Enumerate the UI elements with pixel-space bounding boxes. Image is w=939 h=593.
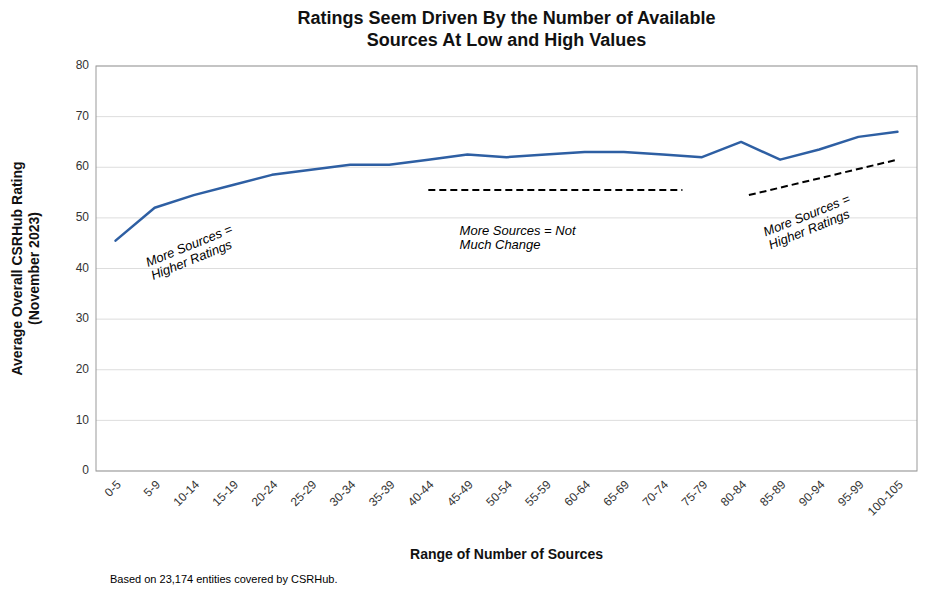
y-tick-label: 60 xyxy=(76,159,90,173)
x-tick-label: 20-24 xyxy=(249,477,281,509)
chart: 0 10 20 30 40 50 60 70 80 0-5 5-9 10-1415-1920-2425… xyxy=(0,0,939,593)
plot-area xyxy=(116,132,898,241)
x-tick-label: 90-94 xyxy=(796,477,828,509)
x-tick-label: 25-29 xyxy=(288,477,320,509)
x-tick-label: 95-99 xyxy=(835,477,867,509)
annotation: More Sources = NotMuch Change xyxy=(460,223,577,252)
y-tick-label: 70 xyxy=(76,109,90,123)
y-tick-label: 10 xyxy=(76,413,90,427)
x-tick-label: 45-49 xyxy=(444,477,476,509)
x-tick-label: 30-34 xyxy=(327,477,359,509)
annotations: More Sources =Higher Ratings More Sources… xyxy=(143,191,857,283)
annotation: More Sources =Higher Ratings xyxy=(143,221,240,283)
grid xyxy=(96,66,917,471)
y-tick-label: 50 xyxy=(76,210,90,224)
y-tick-label: 80 xyxy=(76,58,90,72)
x-ticks: 0-5 5-9 10-1415-1920-2425-2930-3435-3940-4… xyxy=(102,477,906,518)
x-tick-label: 10-14 xyxy=(170,477,202,509)
y-tick-label: 40 xyxy=(76,261,90,275)
y-tick-label: 30 xyxy=(76,311,90,325)
x-tick-label: 75-79 xyxy=(679,477,711,509)
reference-line xyxy=(749,160,898,195)
y-axis-label: Average Overall CSRHub Rating(November 2… xyxy=(9,161,42,375)
title: Ratings Seem Driven By the Number of Ava… xyxy=(298,8,716,50)
x-tick-label: 5-9 xyxy=(141,477,163,499)
x-tick-label: 85-89 xyxy=(757,477,789,509)
footnote: Based on 23,174 entities covered by CSRH… xyxy=(110,573,337,585)
grid-line xyxy=(96,369,917,370)
grid-line xyxy=(96,167,917,168)
x-axis-label: Range of Number of Sources xyxy=(410,546,603,562)
grid-line xyxy=(96,319,917,320)
y-tick-label: 0 xyxy=(82,463,89,477)
x-tick-label: 70-74 xyxy=(640,477,672,509)
plot-frame xyxy=(96,66,917,471)
grid-line xyxy=(96,268,917,269)
grid-line xyxy=(96,420,917,421)
y-tick-label: 20 xyxy=(76,362,90,376)
x-tick-label: 65-69 xyxy=(601,477,633,509)
x-tick-label: 100-105 xyxy=(865,477,906,518)
x-tick-label: 40-44 xyxy=(405,477,437,509)
x-tick-label: 60-64 xyxy=(561,477,593,509)
x-tick-label: 55-59 xyxy=(522,477,554,509)
y-ticks: 0 10 20 30 40 50 60 70 80 xyxy=(76,58,90,477)
x-tick-label: 35-39 xyxy=(366,477,398,509)
grid-line xyxy=(96,116,917,117)
x-tick-label: 0-5 xyxy=(102,477,124,499)
reference-line xyxy=(428,189,682,191)
annotation: More Sources =Higher Ratings xyxy=(761,191,858,253)
data-line xyxy=(116,132,898,241)
x-tick-label: 80-84 xyxy=(718,477,750,509)
x-tick-label: 15-19 xyxy=(210,477,242,509)
x-tick-label: 50-54 xyxy=(483,477,515,509)
